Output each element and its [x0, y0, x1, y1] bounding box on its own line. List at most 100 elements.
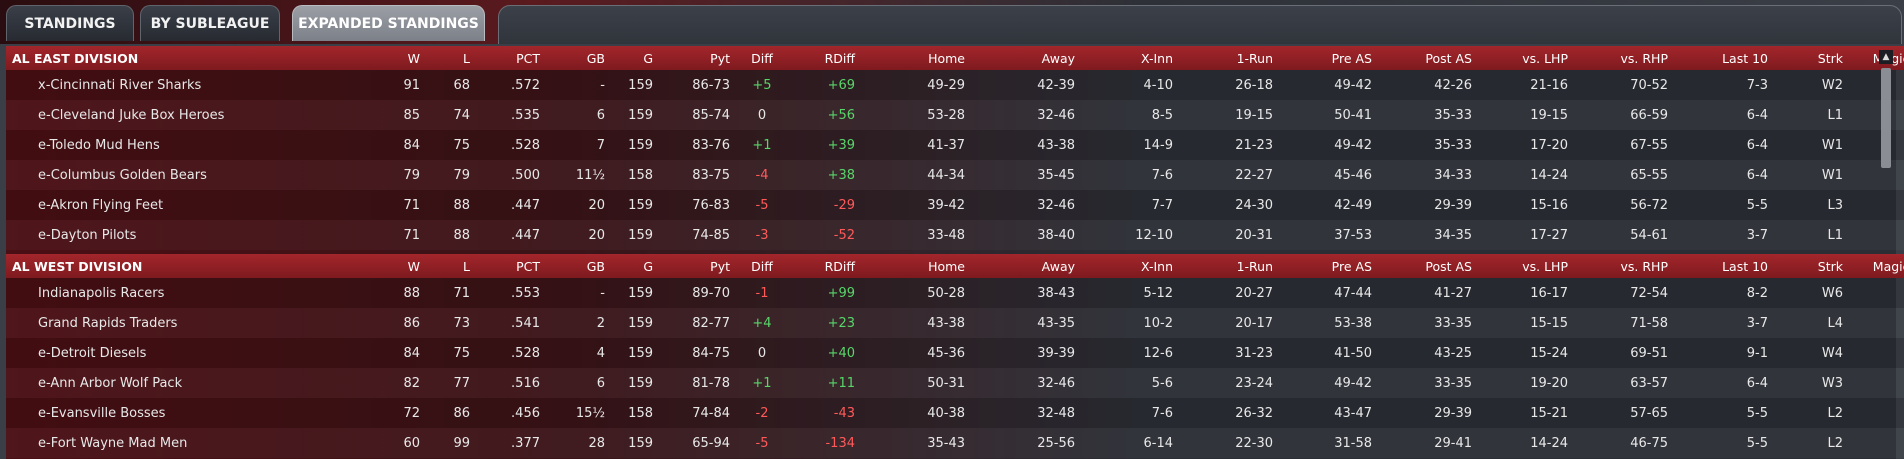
team-name[interactable]: e-Fort Wayne Mad Men	[6, 428, 376, 458]
team-row[interactable]: e-Detroit Diesels 84 75.528 4 159 84-75 0 +40 45…	[6, 338, 1904, 368]
stat-cell: 7-6	[1081, 398, 1179, 428]
tab-expanded-standings[interactable]: EXPANDED STANDINGS	[292, 5, 485, 41]
stat-cell: 5-5	[1674, 428, 1774, 458]
column-header[interactable]: vs. RHP	[1574, 254, 1674, 278]
column-header[interactable]: Pyt	[659, 254, 736, 278]
team-name[interactable]: x-Cincinnati River Sharks	[6, 70, 376, 100]
scroll-thumb[interactable]	[1881, 68, 1891, 168]
stat-cell: .541	[476, 308, 546, 338]
team-row[interactable]: e-Akron Flying Feet 71 88.447 20 159 76-83 -5-…	[6, 190, 1904, 220]
column-header[interactable]: GB	[546, 46, 611, 70]
column-header[interactable]: vs. LHP	[1478, 254, 1574, 278]
team-row[interactable]: e-Dayton Pilots 71 88.447 20 159 74-85 -3 -52 33…	[6, 220, 1904, 250]
stat-cell: +38	[788, 160, 861, 190]
team-row[interactable]: e-Ann Arbor Wolf Pack 82 77.516 6 159 81-78 +1…	[6, 368, 1904, 398]
column-header[interactable]: GB	[546, 254, 611, 278]
stat-cell: 14-9	[1081, 130, 1179, 160]
team-name[interactable]: e-Columbus Golden Bears	[6, 160, 376, 190]
team-name[interactable]: Indianapolis Racers	[6, 278, 376, 308]
team-row[interactable]: x-Cincinnati River Sharks 91 68.572-159 86-…	[6, 70, 1904, 100]
stat-cell: 3-7	[1674, 308, 1774, 338]
tab-standings[interactable]: STANDINGS	[6, 5, 134, 41]
column-header[interactable]: Diff	[736, 46, 788, 70]
stat-cell: +5	[736, 70, 788, 100]
stat-cell: 158	[611, 398, 659, 428]
stat-cell: +4	[736, 308, 788, 338]
column-header[interactable]: Diff	[736, 254, 788, 278]
column-header[interactable]: Last 10	[1674, 46, 1774, 70]
column-header[interactable]: RDiff	[788, 254, 861, 278]
stat-cell	[1849, 160, 1904, 190]
team-row[interactable]: e-Columbus Golden Bears 79 79.500 11½ 158 83-…	[6, 160, 1904, 190]
team-row[interactable]: Indianapolis Racers 88 71.553-159 89-70 -1 +9…	[6, 278, 1904, 308]
stat-cell: 49-42	[1279, 368, 1378, 398]
stat-cell: 0	[736, 338, 788, 368]
stat-cell: X	[1849, 70, 1904, 100]
column-header[interactable]: RDiff	[788, 46, 861, 70]
team-name[interactable]: e-Toledo Mud Hens	[6, 130, 376, 160]
column-header[interactable]: G	[611, 46, 659, 70]
stat-cell: 43-35	[971, 308, 1081, 338]
stat-cell: 32-46	[971, 368, 1081, 398]
column-header[interactable]: Post AS	[1378, 254, 1478, 278]
team-name[interactable]: e-Detroit Diesels	[6, 338, 376, 368]
stat-cell: 73	[426, 308, 476, 338]
stat-cell: 38-43	[971, 278, 1081, 308]
stat-cell: 53-38	[1279, 308, 1378, 338]
stat-cell: 5-6	[1081, 368, 1179, 398]
column-header[interactable]: X-Inn	[1081, 254, 1179, 278]
stat-cell: 79	[426, 160, 476, 190]
column-header[interactable]: G	[611, 254, 659, 278]
stat-cell: 66-59	[1574, 100, 1674, 130]
stat-cell: 53-28	[861, 100, 971, 130]
team-row[interactable]: e-Toledo Mud Hens 84 75.528 7 159 83-76 +1 +39 4…	[6, 130, 1904, 160]
team-name[interactable]: e-Cleveland Juke Box Heroes	[6, 100, 376, 130]
team-name[interactable]: e-Ann Arbor Wolf Pack	[6, 368, 376, 398]
column-header[interactable]: Magic#	[1849, 254, 1904, 278]
column-header[interactable]: Last 10	[1674, 254, 1774, 278]
scroll-up-icon[interactable]: ▲	[1879, 50, 1893, 64]
column-header[interactable]: PCT	[476, 254, 546, 278]
column-header[interactable]: Away	[971, 46, 1081, 70]
stat-cell: 31-58	[1279, 428, 1378, 458]
column-header[interactable]: Pre AS	[1279, 46, 1378, 70]
column-header[interactable]: W	[376, 46, 426, 70]
team-name[interactable]: e-Dayton Pilots	[6, 220, 376, 250]
vertical-scrollbar[interactable]: ▲	[1878, 48, 1894, 452]
column-header[interactable]: X-Inn	[1081, 46, 1179, 70]
team-name[interactable]: e-Evansville Bosses	[6, 398, 376, 428]
column-header[interactable]: 1-Run	[1179, 254, 1279, 278]
team-name[interactable]: e-Akron Flying Feet	[6, 190, 376, 220]
column-header[interactable]: L	[426, 254, 476, 278]
column-header[interactable]: Strk	[1774, 46, 1849, 70]
stat-cell: 85	[376, 100, 426, 130]
column-header[interactable]: Home	[861, 46, 971, 70]
column-header[interactable]: W	[376, 254, 426, 278]
column-header[interactable]: Pyt	[659, 46, 736, 70]
team-row[interactable]: Grand Rapids Traders 86 73.541 2 159 82-77 +4 +…	[6, 308, 1904, 338]
column-header[interactable]: Away	[971, 254, 1081, 278]
team-row[interactable]: e-Evansville Bosses 72 86.456 15½ 158 74-84 -2…	[6, 398, 1904, 428]
stat-cell: -29	[788, 190, 861, 220]
stat-cell: 50-28	[861, 278, 971, 308]
team-name[interactable]: Grand Rapids Traders	[6, 308, 376, 338]
stat-cell: +11	[788, 368, 861, 398]
stat-cell: 67-55	[1574, 130, 1674, 160]
column-header[interactable]: Post AS	[1378, 46, 1478, 70]
stat-cell: 20	[546, 220, 611, 250]
stat-cell: 47-44	[1279, 278, 1378, 308]
team-row[interactable]: e-Fort Wayne Mad Men 60 99.377 28 159 65-94 -5…	[6, 428, 1904, 458]
column-header[interactable]: PCT	[476, 46, 546, 70]
column-header[interactable]: L	[426, 46, 476, 70]
column-header[interactable]: Strk	[1774, 254, 1849, 278]
stat-cell: 4	[546, 338, 611, 368]
column-header[interactable]: vs. RHP	[1574, 46, 1674, 70]
column-header[interactable]: Home	[861, 254, 971, 278]
column-header[interactable]: vs. LHP	[1478, 46, 1574, 70]
tab-by-subleague[interactable]: BY SUBLEAGUE	[140, 5, 280, 41]
team-row[interactable]: e-Cleveland Juke Box Heroes 85 74.535 6 159 8…	[6, 100, 1904, 130]
column-header[interactable]: Magic#	[1849, 46, 1904, 70]
stat-cell: 23-24	[1179, 368, 1279, 398]
column-header[interactable]: 1-Run	[1179, 46, 1279, 70]
column-header[interactable]: Pre AS	[1279, 254, 1378, 278]
